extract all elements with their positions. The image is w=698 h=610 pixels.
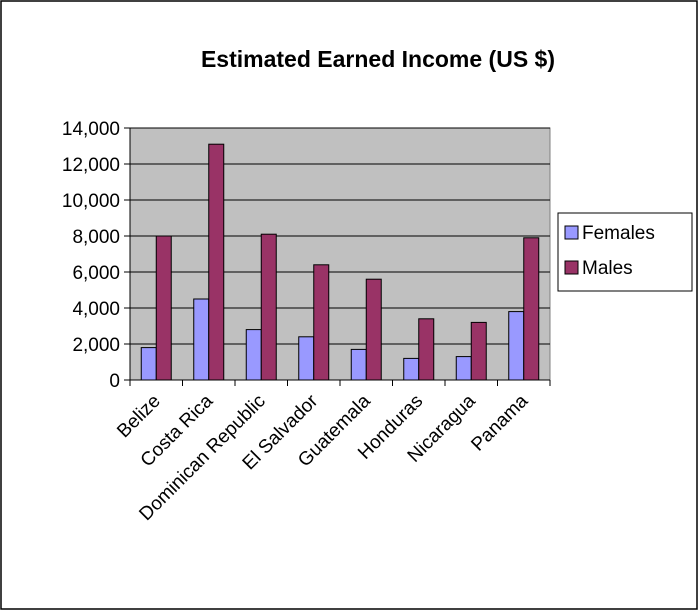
y-tick-label: 0	[109, 371, 120, 392]
bar-males-honduras	[419, 319, 434, 380]
legend: Females Males	[558, 213, 692, 291]
bar-females-dominican-republic	[246, 330, 261, 380]
bar-males-costa-rica	[209, 144, 224, 380]
bar-males-nicaragua	[471, 322, 486, 380]
bar-males-panama	[524, 238, 539, 380]
bar-males-belize	[156, 236, 171, 380]
bar-females-panama	[509, 312, 524, 380]
legend-label-females: Females	[582, 223, 655, 244]
bar-males-dominican-republic	[261, 234, 276, 380]
bar-females-honduras	[404, 358, 419, 380]
legend-label-males: Males	[582, 258, 633, 279]
bar-males-guatemala	[366, 279, 381, 380]
legend-swatch-females	[565, 226, 578, 239]
y-tick-label: 8,000	[72, 227, 120, 248]
bar-females-el-salvador	[299, 337, 314, 380]
bar-males-el-salvador	[314, 265, 329, 380]
y-tick-label: 2,000	[72, 335, 120, 356]
bar-females-guatemala	[351, 349, 366, 380]
bar-females-belize	[141, 348, 156, 380]
y-tick-label: 6,000	[72, 263, 120, 284]
y-tick-label: 14,000	[62, 119, 120, 140]
bar-females-costa-rica	[194, 299, 209, 380]
bar-females-nicaragua	[456, 357, 471, 380]
y-tick-label: 12,000	[62, 155, 120, 176]
plot-area	[130, 128, 550, 380]
chart-title: Estimated Earned Income (US $)	[201, 46, 555, 72]
y-tick-label: 4,000	[72, 299, 120, 320]
y-tick-label: 10,000	[62, 191, 120, 212]
legend-swatch-males	[565, 261, 578, 274]
